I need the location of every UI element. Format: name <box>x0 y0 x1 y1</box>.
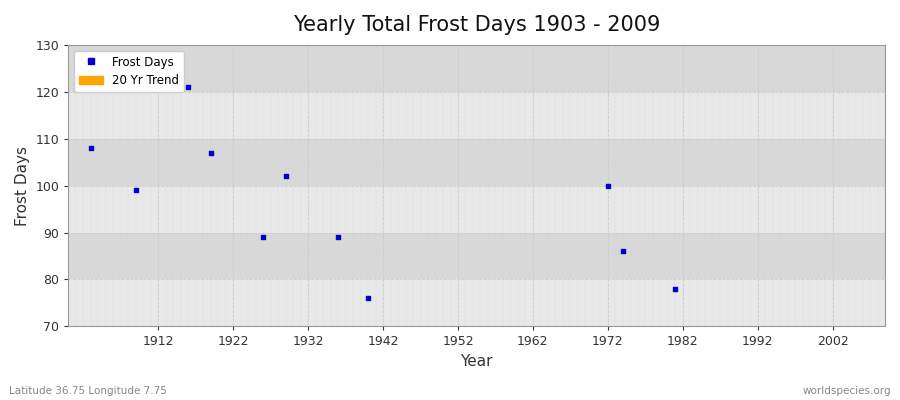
Bar <box>68 45 885 92</box>
X-axis label: Year: Year <box>461 354 493 369</box>
Title: Yearly Total Frost Days 1903 - 2009: Yearly Total Frost Days 1903 - 2009 <box>293 15 661 35</box>
Point <box>616 248 630 254</box>
Point <box>84 145 98 151</box>
Point <box>256 234 270 240</box>
Point <box>600 182 615 189</box>
Text: worldspecies.org: worldspecies.org <box>803 386 891 396</box>
Point <box>203 150 218 156</box>
Point <box>278 173 293 180</box>
Point <box>129 187 143 194</box>
Point <box>181 84 195 90</box>
Point <box>361 295 375 302</box>
Bar <box>68 92 885 139</box>
Text: Latitude 36.75 Longitude 7.75: Latitude 36.75 Longitude 7.75 <box>9 386 166 396</box>
Point <box>668 286 682 292</box>
Bar <box>68 139 885 186</box>
Legend: Frost Days, 20 Yr Trend: Frost Days, 20 Yr Trend <box>75 51 184 92</box>
Bar <box>68 232 885 280</box>
Point <box>331 234 346 240</box>
Bar <box>68 186 885 232</box>
Y-axis label: Frost Days: Frost Days <box>15 146 30 226</box>
Bar <box>68 280 885 326</box>
